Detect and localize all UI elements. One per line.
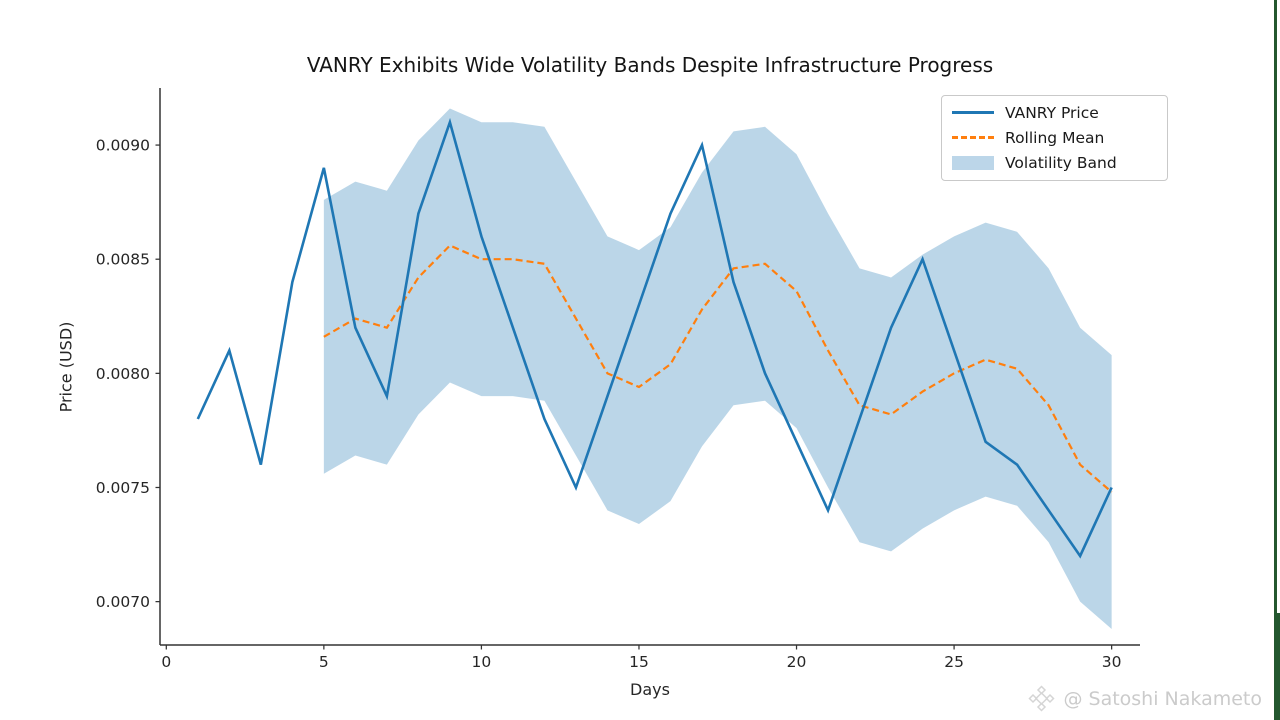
screen-edge-artifact xyxy=(1274,0,1277,720)
y-tick-label: 0.0090 xyxy=(96,136,150,154)
x-tick-label: 5 xyxy=(319,653,329,671)
x-tick-label: 20 xyxy=(787,653,807,671)
x-tick-label: 25 xyxy=(944,653,964,671)
x-tick-label: 10 xyxy=(472,653,492,671)
legend: VANRY Price Rolling Mean Volatility Band xyxy=(941,95,1168,181)
legend-item-label: Rolling Mean xyxy=(1005,128,1105,147)
y-axis-label: Price (USD) xyxy=(56,321,76,413)
y-tick-label: 0.0080 xyxy=(96,365,150,383)
legend-item-volatility-band: Volatility Band xyxy=(942,151,1167,175)
x-tick-label: 15 xyxy=(629,653,649,671)
dashed-line-sample-icon xyxy=(952,136,994,140)
y-tick-label: 0.0075 xyxy=(96,479,150,497)
chart-title: VANRY Exhibits Wide Volatility Bands Des… xyxy=(306,53,994,77)
watermark-text: @ Satoshi Nakameto xyxy=(1063,687,1262,710)
watermark: @ Satoshi Nakameto xyxy=(1028,685,1262,712)
legend-item-vanry-price: VANRY Price xyxy=(942,101,1167,125)
x-tick-label: 30 xyxy=(1102,653,1122,671)
diamond-lattice-icon xyxy=(1028,685,1056,712)
legend-item-rolling-mean: Rolling Mean xyxy=(942,126,1167,150)
band-patch-sample-icon xyxy=(952,156,994,171)
rolling-mean-line xyxy=(323,244,1113,493)
x-tick-label: 0 xyxy=(161,653,171,671)
screen-edge-artifact-lower xyxy=(1274,613,1280,720)
y-tick-label: 0.0070 xyxy=(96,593,150,611)
legend-item-label: VANRY Price xyxy=(1005,103,1099,122)
x-axis-label: Days xyxy=(630,680,670,699)
legend-item-label: Volatility Band xyxy=(1005,154,1117,173)
volatility-band xyxy=(323,108,1112,630)
y-tick-label: 0.0085 xyxy=(96,251,150,269)
solid-line-sample-icon xyxy=(952,111,994,115)
price-line xyxy=(196,117,1113,559)
